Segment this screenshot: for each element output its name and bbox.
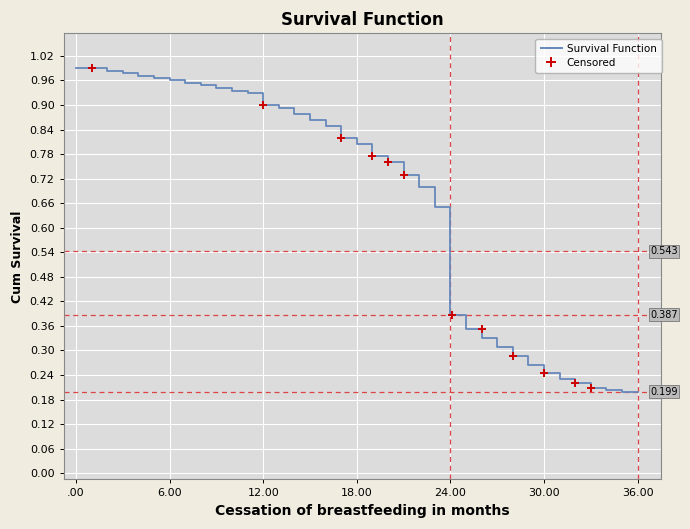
- Legend: Survival Function, Censored: Survival Function, Censored: [535, 39, 662, 73]
- X-axis label: Cessation of breastfeeding in months: Cessation of breastfeeding in months: [215, 504, 510, 518]
- Y-axis label: Cum Survival: Cum Survival: [11, 210, 24, 303]
- Text: 0.543: 0.543: [650, 246, 678, 256]
- Title: Survival Function: Survival Function: [281, 11, 444, 29]
- Text: 0.387: 0.387: [650, 310, 678, 320]
- Text: 0.199: 0.199: [650, 387, 678, 397]
